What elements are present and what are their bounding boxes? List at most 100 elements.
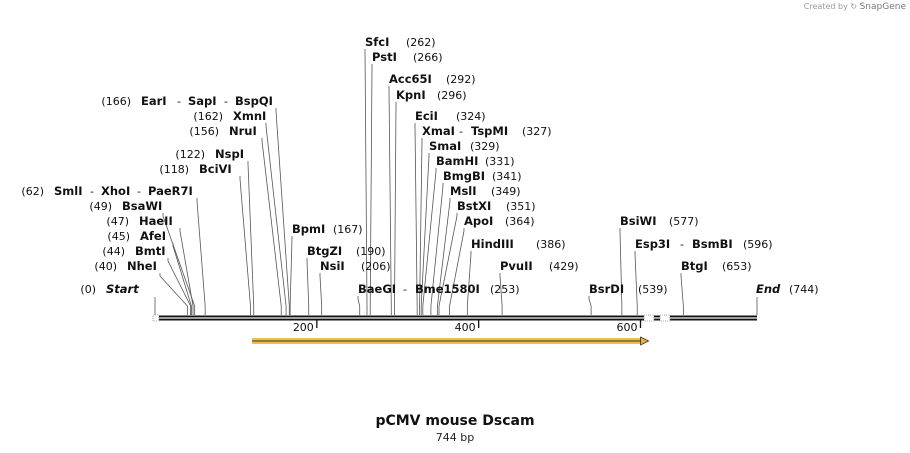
site-nrui-name-nrui: NruI bbox=[229, 124, 257, 138]
site-nhei-pos: (40) bbox=[94, 260, 117, 273]
site-haeii-name-haeii: HaeII bbox=[139, 214, 173, 228]
site-pvuii-name-pvuii: PvuII bbox=[500, 259, 533, 273]
site-btgzi-name-btgzi: BtgZI bbox=[307, 244, 342, 258]
site-nsii-line bbox=[319, 273, 323, 315]
site-bamhi-line bbox=[422, 168, 437, 315]
credit-brand: SnapGene bbox=[859, 2, 906, 12]
site-ecii-pos: (324) bbox=[456, 110, 486, 123]
site-nhei-name-nhei: NheI bbox=[127, 259, 157, 273]
site-eari-sapi-bspqi-sep-1: - bbox=[177, 95, 181, 108]
site-xmai-tspmi-name-tspmi: TspMI bbox=[471, 124, 508, 138]
site-bstxi-pos: (351) bbox=[506, 200, 536, 213]
site-nspi-pos: (122) bbox=[175, 148, 205, 161]
site-xmni-line bbox=[265, 123, 287, 315]
site-nsii-pos: (206) bbox=[361, 260, 391, 273]
credit-prefix: Created by bbox=[803, 2, 848, 11]
site-esp3i-bsmbi-name-bsmbi: BsmBI bbox=[692, 237, 733, 251]
site-afei-line bbox=[172, 243, 192, 315]
site-baegi-bme1580i-sep-0: - bbox=[403, 283, 407, 296]
site-bmgbi-pos: (341) bbox=[492, 170, 522, 183]
site-xmai-tspmi-line bbox=[419, 138, 423, 315]
site-bcivi-name-bcivi: BciVI bbox=[199, 162, 232, 176]
site-nspi-line bbox=[247, 161, 255, 315]
site-eari-sapi-bspqi-sep-0: - bbox=[224, 95, 228, 108]
site-start-name-start: Start bbox=[106, 282, 139, 296]
site-smai-line bbox=[420, 153, 430, 315]
site-smai-name-smai: SmaI bbox=[429, 139, 461, 153]
site-baegi-bme1580i-name-bme1580i: Bme1580I bbox=[415, 282, 480, 296]
site-nrui-pos: (156) bbox=[189, 125, 219, 138]
site-acc65i-pos: (292) bbox=[446, 73, 476, 86]
snapgene-logo-icon: ↻ bbox=[850, 2, 858, 11]
site-bamhi-pos: (331) bbox=[485, 155, 515, 168]
site-hindiii-name-hindiii: HindIII bbox=[471, 237, 514, 251]
site-sfci-line bbox=[364, 49, 368, 315]
site-eari-sapi-bspqi-name-eari: EarI bbox=[141, 94, 167, 108]
site-afei-pos: (45) bbox=[107, 230, 130, 243]
site-bsawi-name-bsawi: BsaWI bbox=[122, 199, 162, 213]
site-haeii-line bbox=[179, 228, 194, 315]
site-pvuii-line bbox=[499, 273, 503, 315]
site-nhei-line bbox=[159, 273, 188, 315]
site-kpni-line bbox=[394, 102, 397, 315]
site-apoi-line bbox=[449, 228, 465, 315]
site-bpmi-name-bpmi: BpmI bbox=[292, 222, 325, 236]
site-esp3i-bsmbi-pos: (596) bbox=[743, 238, 773, 251]
site-psti-line bbox=[369, 64, 373, 315]
site-ecii-name-ecii: EciI bbox=[415, 109, 438, 123]
site-eari-sapi-bspqi-name-sapi: SapI bbox=[188, 94, 217, 108]
site-pvuii-pos: (429) bbox=[549, 260, 579, 273]
site-hindiii-line bbox=[466, 251, 472, 315]
backbone-break-2 bbox=[659, 314, 671, 322]
site-sfci-pos: (262) bbox=[406, 36, 436, 49]
site-bcivi-line bbox=[239, 176, 251, 315]
site-bmgbi-line bbox=[430, 183, 444, 315]
tick-label-400: 400 bbox=[455, 321, 476, 334]
site-smli-xhoi-paer7i-name-paer7i: PaeR7I bbox=[148, 184, 193, 198]
site-bpmi-line bbox=[289, 236, 293, 315]
site-msli-name-msli: MslI bbox=[450, 184, 477, 198]
plasmid-size: 744 bp bbox=[435, 431, 475, 444]
site-haeii-pos: (47) bbox=[106, 215, 129, 228]
site-bsrdi-name-bsrdi: BsrDI bbox=[589, 282, 624, 296]
site-smli-xhoi-paer7i-pos: (62) bbox=[21, 185, 44, 198]
site-xmni-pos: (162) bbox=[193, 110, 223, 123]
site-bsiwi-name-bsiwi: BsiWI bbox=[620, 214, 657, 228]
site-baegi-bme1580i-name-baegi: BaeGI bbox=[358, 282, 396, 296]
site-bsawi-pos: (49) bbox=[89, 200, 112, 213]
site-msli-pos: (349) bbox=[491, 185, 521, 198]
site-bmti-pos: (44) bbox=[102, 245, 125, 258]
site-baegi-bme1580i-line bbox=[357, 296, 361, 315]
site-bmti-line bbox=[167, 258, 192, 315]
site-nsii-name-nsii: NsiI bbox=[320, 259, 345, 273]
site-btgzi-pos: (190) bbox=[356, 245, 386, 258]
site-bsrdi-line bbox=[588, 296, 592, 315]
site-btgi-pos: (653) bbox=[722, 260, 752, 273]
dna-backbone-inner bbox=[155, 317, 757, 319]
site-baegi-bme1580i-pos: (253) bbox=[490, 283, 520, 296]
plasmid-name: pCMV mouse Dscam bbox=[375, 413, 535, 429]
site-bmgbi-name-bmgbi: BmgBI bbox=[443, 169, 485, 183]
site-kpni-pos: (296) bbox=[437, 89, 467, 102]
site-start-pos: (0) bbox=[80, 283, 96, 296]
site-psti-pos: (266) bbox=[413, 51, 443, 64]
site-bstxi-line bbox=[438, 213, 458, 315]
site-bamhi-name-bamhi: BamHI bbox=[436, 154, 478, 168]
site-xmai-tspmi-pos: (327) bbox=[522, 125, 552, 138]
site-bsiwi-pos: (577) bbox=[669, 215, 699, 228]
site-btgzi-line bbox=[306, 258, 310, 315]
site-afei-name-afei: AfeI bbox=[140, 229, 166, 243]
site-smli-xhoi-paer7i-sep-0: - bbox=[137, 185, 141, 198]
site-btgi-line bbox=[680, 273, 684, 315]
site-end-pos: (744) bbox=[789, 283, 819, 296]
site-bsrdi-pos: (539) bbox=[638, 283, 668, 296]
snapgene-credit: Created by ↻ SnapGene bbox=[804, 2, 906, 12]
site-xmai-tspmi-name-xmai: XmaI bbox=[422, 124, 455, 138]
site-nrui-line bbox=[261, 138, 282, 315]
site-xmni-name-xmni: XmnI bbox=[233, 109, 266, 123]
site-eari-sapi-bspqi-pos: (166) bbox=[101, 95, 131, 108]
backbone-break-0 bbox=[152, 314, 160, 322]
site-bsawi-line bbox=[162, 213, 196, 315]
site-nspi-name-nspi: NspI bbox=[215, 147, 244, 161]
